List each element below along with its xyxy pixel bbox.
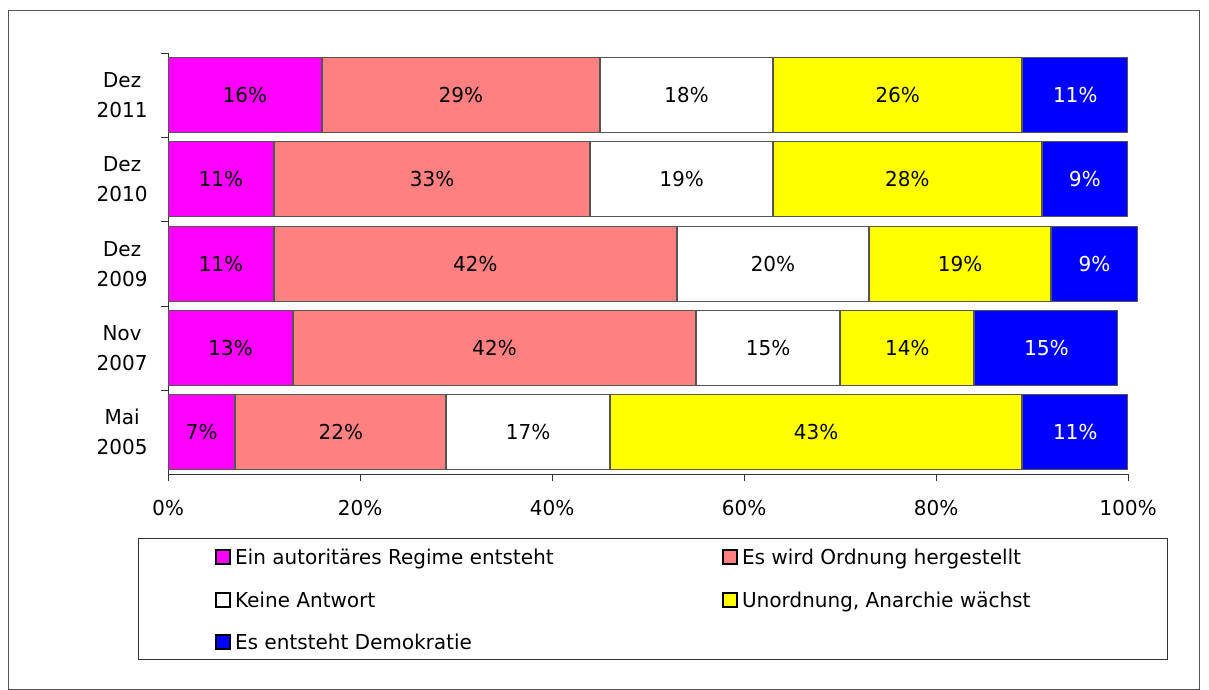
- bar: 42%: [292, 309, 696, 386]
- value-label: 33%: [409, 167, 455, 192]
- value-label: 7%: [185, 419, 218, 444]
- bar: 11%: [1022, 57, 1128, 134]
- y-tick: [161, 305, 168, 307]
- x-tick: [1127, 474, 1129, 481]
- bar: 26%: [772, 57, 1023, 134]
- x-tick-label: 40%: [529, 496, 575, 520]
- value-label: 19%: [659, 167, 704, 192]
- bar: 20%: [676, 225, 869, 302]
- value-label: 9%: [1078, 251, 1111, 276]
- x-tick-label: 80%: [913, 496, 959, 520]
- legend-swatch: [215, 549, 231, 565]
- bar: 9%: [1041, 141, 1128, 218]
- value-label: 42%: [472, 335, 517, 360]
- legend-label: Unordnung, Anarchie wächst: [742, 588, 1031, 612]
- legend-swatch: [722, 592, 738, 608]
- bar: 13%: [168, 309, 293, 386]
- legend-item: Ein autoritäres Regime entsteht: [215, 545, 554, 569]
- bar: 29%: [321, 57, 600, 134]
- value-label: 11%: [198, 251, 244, 276]
- bar: 11%: [1022, 393, 1128, 470]
- value-label: 29%: [438, 83, 484, 108]
- legend-swatch: [722, 549, 738, 565]
- x-axis: [168, 474, 1128, 475]
- legend-swatch: [215, 634, 231, 650]
- bar: 16%: [168, 57, 322, 134]
- x-tick: [743, 474, 745, 481]
- category-label: Dez 2010: [96, 152, 148, 207]
- x-tick: [935, 474, 937, 481]
- bar: 28%: [772, 141, 1042, 218]
- value-label: 15%: [1024, 335, 1069, 360]
- value-label: 13%: [208, 335, 253, 360]
- category-label: Nov 2007: [96, 320, 148, 375]
- bar: 19%: [868, 225, 1052, 302]
- bar: 19%: [590, 141, 773, 218]
- y-tick: [161, 389, 168, 391]
- value-label: 16%: [222, 83, 268, 108]
- x-tick-label: 0%: [152, 496, 184, 520]
- legend-item: Unordnung, Anarchie wächst: [722, 588, 1030, 612]
- value-label: 11%: [1052, 419, 1098, 444]
- legend-label: Es entsteht Demokratie: [235, 630, 472, 654]
- bar: 42%: [273, 225, 677, 302]
- category-label: Dez 2011: [96, 68, 148, 123]
- category-label: Mai 2005: [96, 404, 148, 459]
- bar: 18%: [600, 57, 773, 134]
- x-tick-label: 20%: [337, 496, 383, 520]
- value-label: 20%: [750, 251, 796, 276]
- value-label: 17%: [505, 419, 551, 444]
- y-tick: [161, 137, 168, 139]
- legend-swatch: [215, 592, 231, 608]
- y-tick: [161, 221, 168, 223]
- bar: 9%: [1051, 225, 1138, 302]
- value-label: 11%: [198, 167, 244, 192]
- legend-label: Keine Antwort: [235, 588, 376, 612]
- value-label: 42%: [452, 251, 498, 276]
- bar: 33%: [273, 141, 591, 218]
- legend-item: Keine Antwort: [215, 588, 375, 612]
- value-label: 22%: [318, 419, 363, 444]
- legend-box: [138, 538, 1168, 660]
- value-label: 26%: [875, 83, 920, 108]
- legend-item: Es wird Ordnung hergestellt: [722, 545, 1021, 569]
- category-label: Dez 2009: [96, 236, 148, 291]
- legend-label: Es wird Ordnung hergestellt: [742, 545, 1022, 569]
- value-label: 11%: [1052, 83, 1098, 108]
- value-label: 9%: [1068, 167, 1101, 192]
- value-label: 15%: [745, 335, 791, 360]
- y-tick: [161, 53, 168, 54]
- value-label: 18%: [664, 83, 709, 108]
- bar: 17%: [446, 393, 610, 470]
- bar: 43%: [609, 393, 1023, 470]
- value-label: 19%: [937, 251, 983, 276]
- bar: 15%: [696, 309, 840, 386]
- value-label: 43%: [793, 419, 839, 444]
- bar: 14%: [840, 309, 975, 386]
- x-tick-label: 60%: [721, 496, 767, 520]
- bar: 15%: [974, 309, 1119, 386]
- value-label: 28%: [884, 167, 930, 192]
- legend-label: Ein autoritäres Regime entsteht: [235, 545, 554, 569]
- x-tick: [167, 474, 169, 481]
- bar: 22%: [235, 393, 447, 470]
- bar: 11%: [168, 225, 274, 302]
- x-tick: [551, 474, 553, 481]
- legend-item: Es entsteht Demokratie: [215, 630, 472, 654]
- x-tick: [359, 474, 361, 481]
- x-tick-label: 100%: [1099, 496, 1157, 520]
- bar: 11%: [168, 141, 274, 218]
- bar: 7%: [168, 393, 236, 470]
- value-label: 14%: [884, 335, 930, 360]
